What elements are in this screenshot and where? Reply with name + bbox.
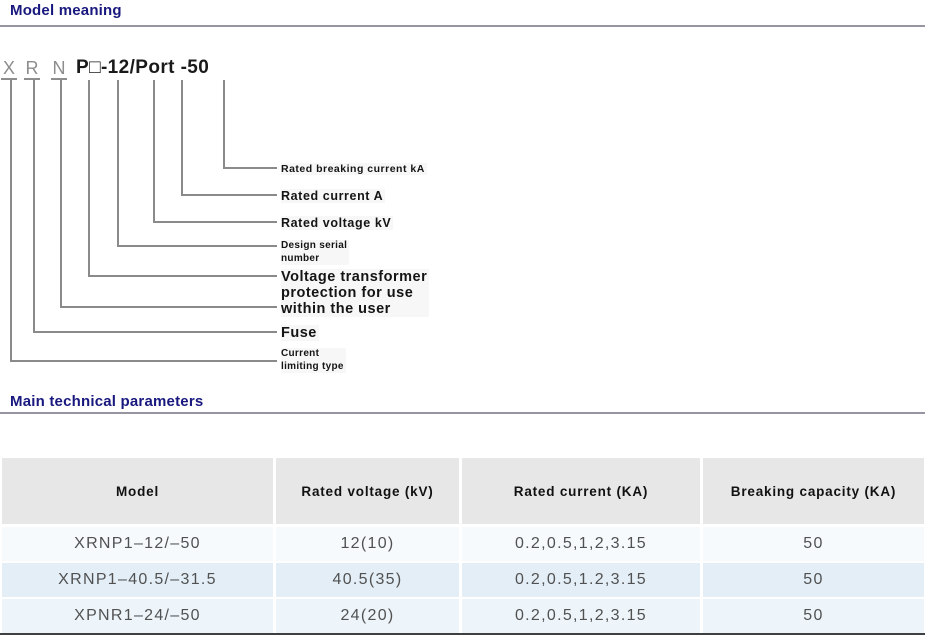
header-rated-current: Rated current (KA) [462,458,700,524]
connector-vt-protection [88,80,277,277]
connector-indoor-use [60,80,277,308]
table-row: XRNP1–12/–50 12(10) 0.2,0.5,1,2,3.15 50 [2,527,924,561]
main-params-title: Main technical parameters [10,393,204,410]
cell-breaking-capacity: 50 [703,563,924,597]
table-row: XPNR1–24/–50 24(20) 0.2,0.5,1,2,3.15 50 [2,599,924,633]
connector-rated-current [181,80,277,196]
cell-rated-voltage: 40.5(35) [276,563,459,597]
cell-breaking-capacity: 50 [703,599,924,633]
label-design-serial-number: Design serial number [281,240,350,265]
table-bottom-border [0,633,925,635]
table-row: XRNP1–40.5/–31.5 40.5(35) 0.2,0.5,1.2,3.… [2,563,924,597]
header-model: Model [2,458,273,524]
label-rated-current: Rated current A [281,189,386,203]
model-letter-r: R [24,58,40,80]
header-breaking-capacity: Breaking capacity (KA) [703,458,924,524]
model-code-suffix: P□-12/Port -50 [76,57,210,78]
cell-rated-current: 0.2,0.5,1,2,3.15 [462,599,700,633]
model-meaning-divider [0,25,925,27]
cell-breaking-capacity: 50 [703,527,924,561]
connector-current-limiting [10,80,277,362]
connector-fuse [33,80,277,333]
header-rated-voltage: Rated voltage (kV) [276,458,459,524]
connector-rated-voltage [153,80,277,223]
table-header-row: Model Rated voltage (kV) Rated current (… [2,458,924,524]
connector-design-serial [117,80,277,247]
label-rated-breaking-current: Rated breaking current kA [281,163,427,175]
model-letter-x: X [1,58,17,80]
connector-breaking-current [223,80,277,169]
model-letter-n: N [51,58,67,80]
cell-model: XRNP1–12/–50 [2,527,273,561]
main-params-divider [0,412,925,414]
label-current-limiting-type: Current limiting type [281,348,346,373]
cell-rated-voltage: 24(20) [276,599,459,633]
parameters-table: Model Rated voltage (kV) Rated current (… [2,458,924,635]
label-fuse: Fuse [281,325,319,341]
model-meaning-title: Model meaning [10,2,122,19]
cell-rated-voltage: 12(10) [276,527,459,561]
cell-model: XPNR1–24/–50 [2,599,273,633]
label-vt-protection: Voltage transformer protection for use w… [281,269,430,317]
cell-model: XRNP1–40.5/–31.5 [2,563,273,597]
cell-rated-current: 0.2,0.5,1,2,3.15 [462,527,700,561]
cell-rated-current: 0.2,0.5,1.2,3.15 [462,563,700,597]
label-rated-voltage: Rated voltage kV [281,216,394,230]
